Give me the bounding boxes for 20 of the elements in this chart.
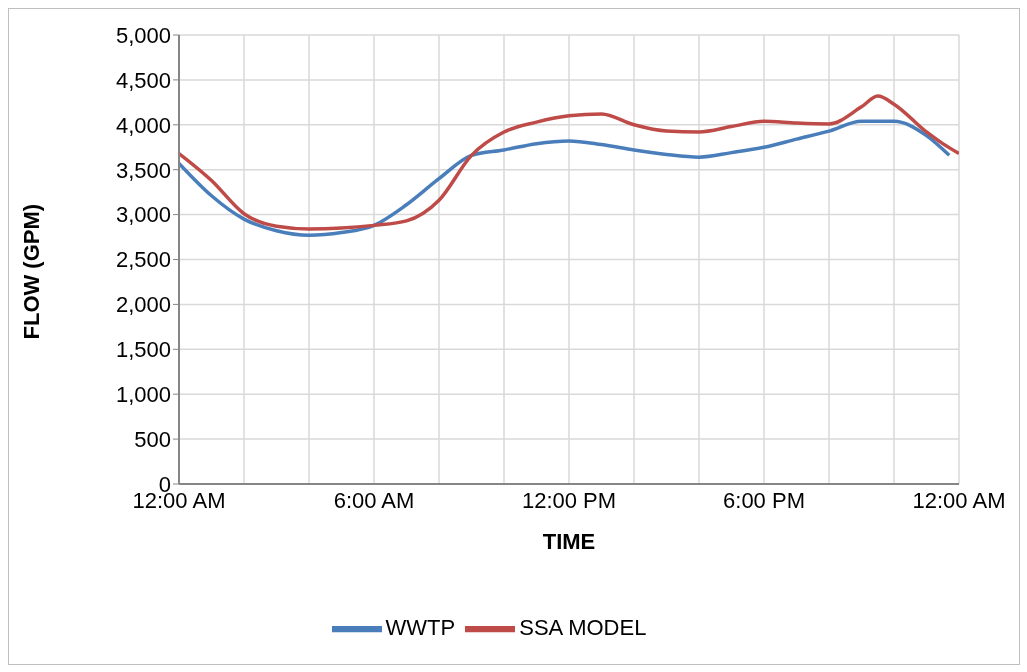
y-tick-label: 4,500 <box>115 67 171 93</box>
line-series <box>179 119 951 237</box>
y-tick-label: 5,000 <box>115 22 171 48</box>
x-tick-label: 12:00 AM <box>912 487 1006 513</box>
y-tick-label: 2,500 <box>115 247 171 273</box>
line-series <box>179 94 959 231</box>
y-tick-label: 2,000 <box>115 292 171 318</box>
y-tick-label: 1,500 <box>115 337 171 363</box>
legend-label: WWTP <box>385 614 456 640</box>
x-axis-title: TIME <box>542 529 596 554</box>
y-tick-label: 3,500 <box>115 157 171 183</box>
y-tick-label: 4,000 <box>115 112 171 138</box>
y-tick-label: 500 <box>134 426 171 452</box>
x-tick-label: 12:00 PM <box>521 487 617 513</box>
y-tick-label: 1,000 <box>115 382 171 408</box>
y-axis-title: FLOW (GPM) <box>18 203 44 340</box>
y-tick-label: 3,000 <box>115 202 171 228</box>
x-tick-label: 6:00 PM <box>723 487 805 513</box>
legend-label: SSA MODEL <box>519 614 647 640</box>
x-tick-label: 6:00 AM <box>333 487 415 513</box>
